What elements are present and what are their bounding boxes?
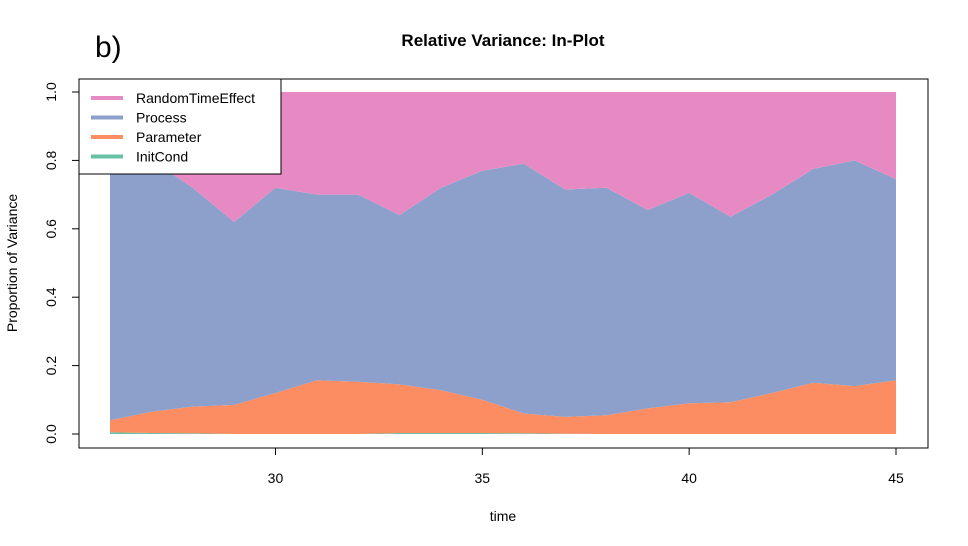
panel-label: b) [95,31,122,64]
legend: RandomTimeEffect Process Parameter InitCond [78,78,282,175]
legend-label: InitCond [136,149,188,165]
legend-label: Process [136,110,187,126]
legend-label: RandomTimeEffect [136,90,255,106]
y-axis: 0.0 0.2 0.4 0.6 0.8 1.0 [43,82,80,444]
y-tick-label: 0.2 [43,356,59,376]
area-parameter [110,380,896,434]
area-layers [110,92,896,434]
x-tick-label: 35 [475,470,491,486]
y-tick-label: 1.0 [43,82,59,102]
chart-title: Relative Variance: In-Plot [401,31,604,50]
y-tick-label: 0.8 [43,150,59,170]
y-axis-title: Proportion of Variance [4,194,20,332]
x-axis: 30 35 40 45 [268,447,904,486]
legend-label: Parameter [136,129,202,145]
area-randomtimeeffect [110,92,896,222]
area-process [110,160,896,421]
y-tick-label: 0.4 [43,287,59,307]
y-tick-label: 0.0 [43,424,59,444]
y-tick-label: 0.6 [43,219,59,239]
x-tick-label: 30 [268,470,284,486]
x-tick-label: 40 [681,470,697,486]
x-axis-title: time [490,508,517,524]
x-tick-label: 45 [888,470,904,486]
